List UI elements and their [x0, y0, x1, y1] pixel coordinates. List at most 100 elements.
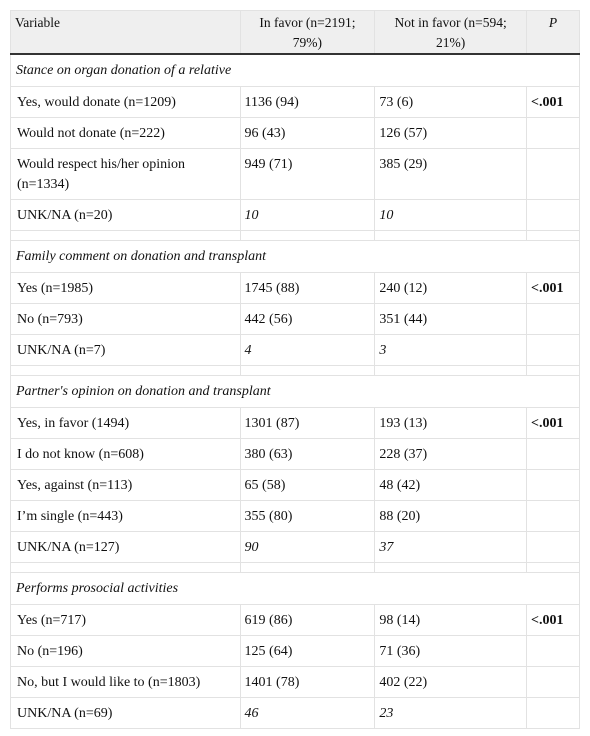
section-title: Stance on organ donation of a relative	[10, 53, 580, 87]
row-label: No, but I would like to (n=1803)	[10, 665, 241, 698]
empty-cell	[10, 229, 241, 241]
cell: 193 (13)	[374, 406, 528, 439]
data-row: Yes, against (n=113) 65 (58) 48 (42)	[10, 468, 580, 501]
empty-cell	[239, 229, 376, 241]
data-row: Yes, in favor (1494) 1301 (87) 193 (13) <.0…	[10, 406, 580, 439]
empty-cell	[526, 499, 580, 532]
cell: 73 (6)	[374, 85, 528, 118]
header-cell: Not in favor (n=594; 21%)	[374, 10, 528, 55]
empty-cell	[526, 198, 580, 231]
empty-cell	[374, 561, 528, 573]
section-title: Family comment on donation and transplan…	[10, 239, 580, 273]
section-row: Stance on organ donation of a relative	[10, 53, 580, 87]
empty-cell	[10, 561, 241, 573]
row-label: I do not know (n=608)	[10, 437, 241, 470]
data-row: UNK/NA (n=7) 4 3	[10, 333, 580, 366]
cell: 351 (44)	[374, 302, 528, 335]
row-label: UNK/NA (n=20)	[10, 198, 241, 231]
data-row: I do not know (n=608) 380 (63) 228 (37)	[10, 437, 580, 470]
row-label: UNK/NA (n=7)	[10, 333, 241, 366]
spacer-row	[10, 229, 580, 241]
cell: 4	[239, 333, 376, 366]
empty-cell	[526, 561, 580, 573]
cell: 23	[374, 696, 528, 729]
row-label: Yes (n=1985)	[10, 271, 241, 304]
data-row: Yes (n=1985) 1745 (88) 240 (12) <.001	[10, 271, 580, 304]
data-row: UNK/NA (n=69) 46 23	[10, 696, 580, 729]
empty-cell	[526, 147, 580, 200]
cell: 228 (37)	[374, 437, 528, 470]
cell: 1136 (94)	[239, 85, 376, 118]
cell: 90	[239, 530, 376, 563]
empty-cell	[526, 302, 580, 335]
cell: 1401 (78)	[239, 665, 376, 698]
header-cell: In favor (n=2191; 79%)	[239, 10, 376, 55]
cell: 37	[374, 530, 528, 563]
row-label: Yes, would donate (n=1209)	[10, 85, 241, 118]
cell: 46	[239, 696, 376, 729]
cell: 380 (63)	[239, 437, 376, 470]
section-title: Performs prosocial activities	[10, 571, 580, 605]
empty-cell	[526, 229, 580, 241]
cell: 949 (71)	[239, 147, 376, 200]
p-value: <.001	[526, 271, 580, 304]
row-label: Yes, in favor (1494)	[10, 406, 241, 439]
section-row: Family comment on donation and transplan…	[10, 239, 580, 273]
cell: 402 (22)	[374, 665, 528, 698]
row-label: Yes (n=717)	[10, 603, 241, 636]
data-row: UNK/NA (n=127) 90 37	[10, 530, 580, 563]
empty-cell	[239, 561, 376, 573]
cell: 98 (14)	[374, 603, 528, 636]
section-title: Partner's opinion on donation and transp…	[10, 374, 580, 408]
data-row: No (n=793) 442 (56) 351 (44)	[10, 302, 580, 335]
cell: 619 (86)	[239, 603, 376, 636]
empty-cell	[10, 364, 241, 376]
cell: 126 (57)	[374, 116, 528, 149]
data-row: I’m single (n=443) 355 (80) 88 (20)	[10, 499, 580, 532]
data-table: Variable In favor (n=2191; 79%) Not in f…	[10, 10, 580, 729]
cell: 65 (58)	[239, 468, 376, 501]
empty-cell	[374, 364, 528, 376]
p-value: <.001	[526, 85, 580, 118]
cell: 1301 (87)	[239, 406, 376, 439]
row-label: UNK/NA (n=127)	[10, 530, 241, 563]
section-row: Performs prosocial activities	[10, 571, 580, 605]
row-label: Yes, against (n=113)	[10, 468, 241, 501]
empty-cell	[374, 229, 528, 241]
header-cell: Variable	[10, 10, 241, 55]
p-value: <.001	[526, 603, 580, 636]
data-row: Would not donate (n=222) 96 (43) 126 (57)	[10, 116, 580, 149]
p-value: <.001	[526, 406, 580, 439]
row-label: No (n=793)	[10, 302, 241, 335]
cell: 442 (56)	[239, 302, 376, 335]
empty-cell	[526, 116, 580, 149]
header-cell: P	[526, 10, 580, 55]
spacer-row	[10, 364, 580, 376]
cell: 240 (12)	[374, 271, 528, 304]
row-label: Would respect his/her opinion (n=1334)	[10, 147, 241, 200]
data-row: No, but I would like to (n=1803) 1401 (78…	[10, 665, 580, 698]
cell: 48 (42)	[374, 468, 528, 501]
empty-cell	[526, 333, 580, 366]
empty-cell	[526, 468, 580, 501]
row-label: Would not donate (n=222)	[10, 116, 241, 149]
empty-cell	[526, 634, 580, 667]
empty-cell	[526, 437, 580, 470]
row-label: UNK/NA (n=69)	[10, 696, 241, 729]
data-row: Would respect his/her opinion (n=1334) 94…	[10, 147, 580, 200]
data-row: Yes (n=717) 619 (86) 98 (14) <.001	[10, 603, 580, 636]
data-row: No (n=196) 125 (64) 71 (36)	[10, 634, 580, 667]
cell: 3	[374, 333, 528, 366]
cell: 385 (29)	[374, 147, 528, 200]
cell: 88 (20)	[374, 499, 528, 532]
cell: 125 (64)	[239, 634, 376, 667]
header-row: Variable In favor (n=2191; 79%) Not in f…	[10, 10, 580, 55]
cell: 10	[374, 198, 528, 231]
empty-cell	[239, 364, 376, 376]
empty-cell	[526, 665, 580, 698]
data-row: Yes, would donate (n=1209) 1136 (94) 73 (6…	[10, 85, 580, 118]
cell: 355 (80)	[239, 499, 376, 532]
cell: 10	[239, 198, 376, 231]
section-row: Partner's opinion on donation and transp…	[10, 374, 580, 408]
